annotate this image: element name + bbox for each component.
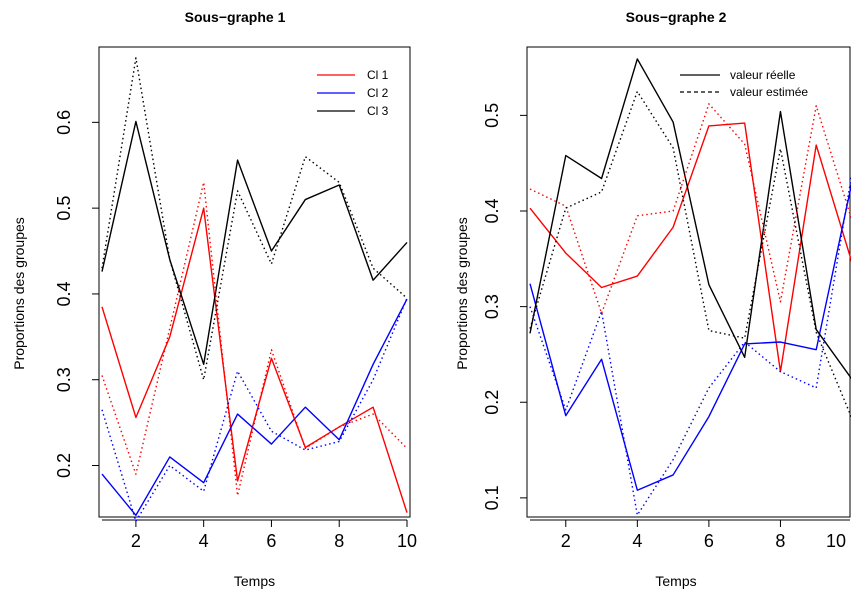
chart-panel-1: Sous−graphe 1 2 4 6 8 10 Temps 0.2 0.3 0.4 0.5 0.6 P… [11,9,417,589]
y-tick-label: 0.1 [482,485,502,510]
y-tick-label: 0.3 [54,367,74,392]
series-estimated-series-5-line [101,297,408,522]
y-tick-label: 0.2 [482,390,502,415]
legend-label: valeur réelle [730,68,796,82]
plot-frame [98,46,411,518]
series-estimated-series-6-line [529,90,851,418]
x-axis-label: Temps [655,573,696,589]
chart-title: Sous−graphe 2 [626,9,727,25]
x-tick-label: 8 [334,531,344,551]
series-estimated-series-4-line [101,181,408,497]
chart-panel-2: Sous−graphe 2 2 4 6 8 10 Temps 0.1 0.2 0.3 0.4 0.5 P… [454,9,851,589]
x-tick-label: 6 [704,531,714,551]
legend: valeur réelle valeur estimée [680,68,808,99]
x-tick-label: 8 [775,531,785,551]
x-axis-label: Temps [234,573,275,589]
x-tick-label: 10 [826,531,846,551]
x-tick-label: 2 [131,531,141,551]
legend-label: Cl 2 [367,86,389,100]
plot-frame [526,46,851,518]
x-tick-label: 4 [632,531,642,551]
y-tick-label: 0.5 [482,103,502,128]
series-actual-cl-1-line [101,207,408,513]
series-actual-series-2-line [529,183,851,491]
y-tick-label: 0.4 [54,281,74,306]
legend: Cl 1 Cl 2 Cl 3 [317,68,389,118]
series-actual-series-1-line [529,122,851,373]
x-tick-label: 4 [199,531,209,551]
x-tick-label: 2 [561,531,571,551]
series-actual-cl-3-line [101,120,408,365]
y-axis-label: Proportions des groupes [11,217,27,370]
series-estimated-series-5-line [529,174,851,516]
series-actual-series-3-line [529,58,851,380]
y-tick-label: 0.6 [54,110,74,135]
x-tick-label: 10 [397,531,417,551]
legend-label: Cl 1 [367,68,389,82]
y-tick-label: 0.3 [482,294,502,319]
series-estimated-series-6-line [101,57,408,381]
legend-label: Cl 3 [367,104,389,118]
series-estimated-series-4-line [529,103,851,315]
y-tick-label: 0.2 [54,453,74,478]
y-tick-label: 0.4 [482,198,502,223]
series-actual-cl-2-line [101,298,408,516]
legend-label: valeur estimée [730,85,808,99]
chart-title: Sous−graphe 1 [185,9,286,25]
y-axis-label: Proportions des groupes [454,217,470,370]
y-tick-label: 0.5 [54,196,74,221]
x-tick-label: 6 [266,531,276,551]
